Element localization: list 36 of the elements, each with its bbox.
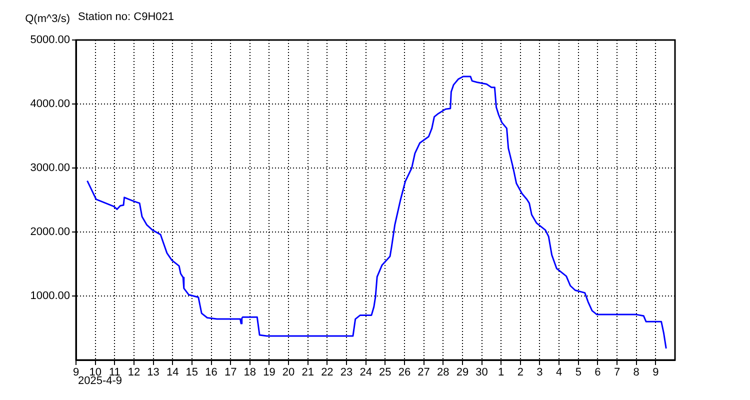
y-tick-label: 2000.00 (30, 226, 70, 238)
x-tick-label: 20 (282, 366, 295, 379)
x-tick-label: 7 (614, 366, 620, 379)
y-tick-label: 5000.00 (30, 34, 70, 46)
x-tick-label: 15 (186, 366, 198, 379)
x-tick-label: 22 (321, 366, 334, 379)
x-tick-label: 8 (633, 366, 640, 379)
x-tick-label: 27 (418, 366, 430, 379)
x-tick-label: 24 (360, 366, 372, 379)
x-tick-label: 19 (263, 366, 276, 379)
x-tick-label: 18 (244, 366, 256, 379)
x-tick-label: 1 (498, 366, 504, 379)
x-tick-label: 12 (128, 366, 140, 379)
x-tick-label: 9 (652, 366, 659, 379)
y-tick-label: 1000.00 (30, 290, 70, 302)
x-tick-label: 5 (575, 366, 582, 379)
x-tick-label: 30 (476, 366, 488, 379)
x-tick-label: 16 (205, 366, 218, 379)
x-tick-label: 14 (166, 366, 179, 379)
x-tick-label: 9 (72, 366, 80, 379)
x-tick-label: 13 (147, 366, 160, 379)
x-tick-label: 25 (379, 366, 392, 379)
x-tick-label: 4 (556, 366, 562, 379)
x-tick-label: 23 (340, 366, 353, 379)
y-tick-label: 4000.00 (30, 98, 70, 110)
x-tick-label: 17 (224, 366, 237, 379)
y-tick-label: 3000.00 (30, 162, 70, 174)
x-tick-label: 2 (517, 366, 524, 379)
x-tick-label: 3 (536, 366, 543, 379)
x-tick-label: 6 (594, 366, 601, 379)
x-tick-label: 26 (398, 366, 411, 379)
y-axis-title: Q(m^3/s) (25, 13, 70, 25)
x-tick-label: 28 (437, 366, 450, 379)
x-tick-label: 21 (302, 366, 314, 379)
chart-title: Station no: C9H021 (78, 11, 174, 23)
x-tick-label: 29 (456, 366, 469, 379)
